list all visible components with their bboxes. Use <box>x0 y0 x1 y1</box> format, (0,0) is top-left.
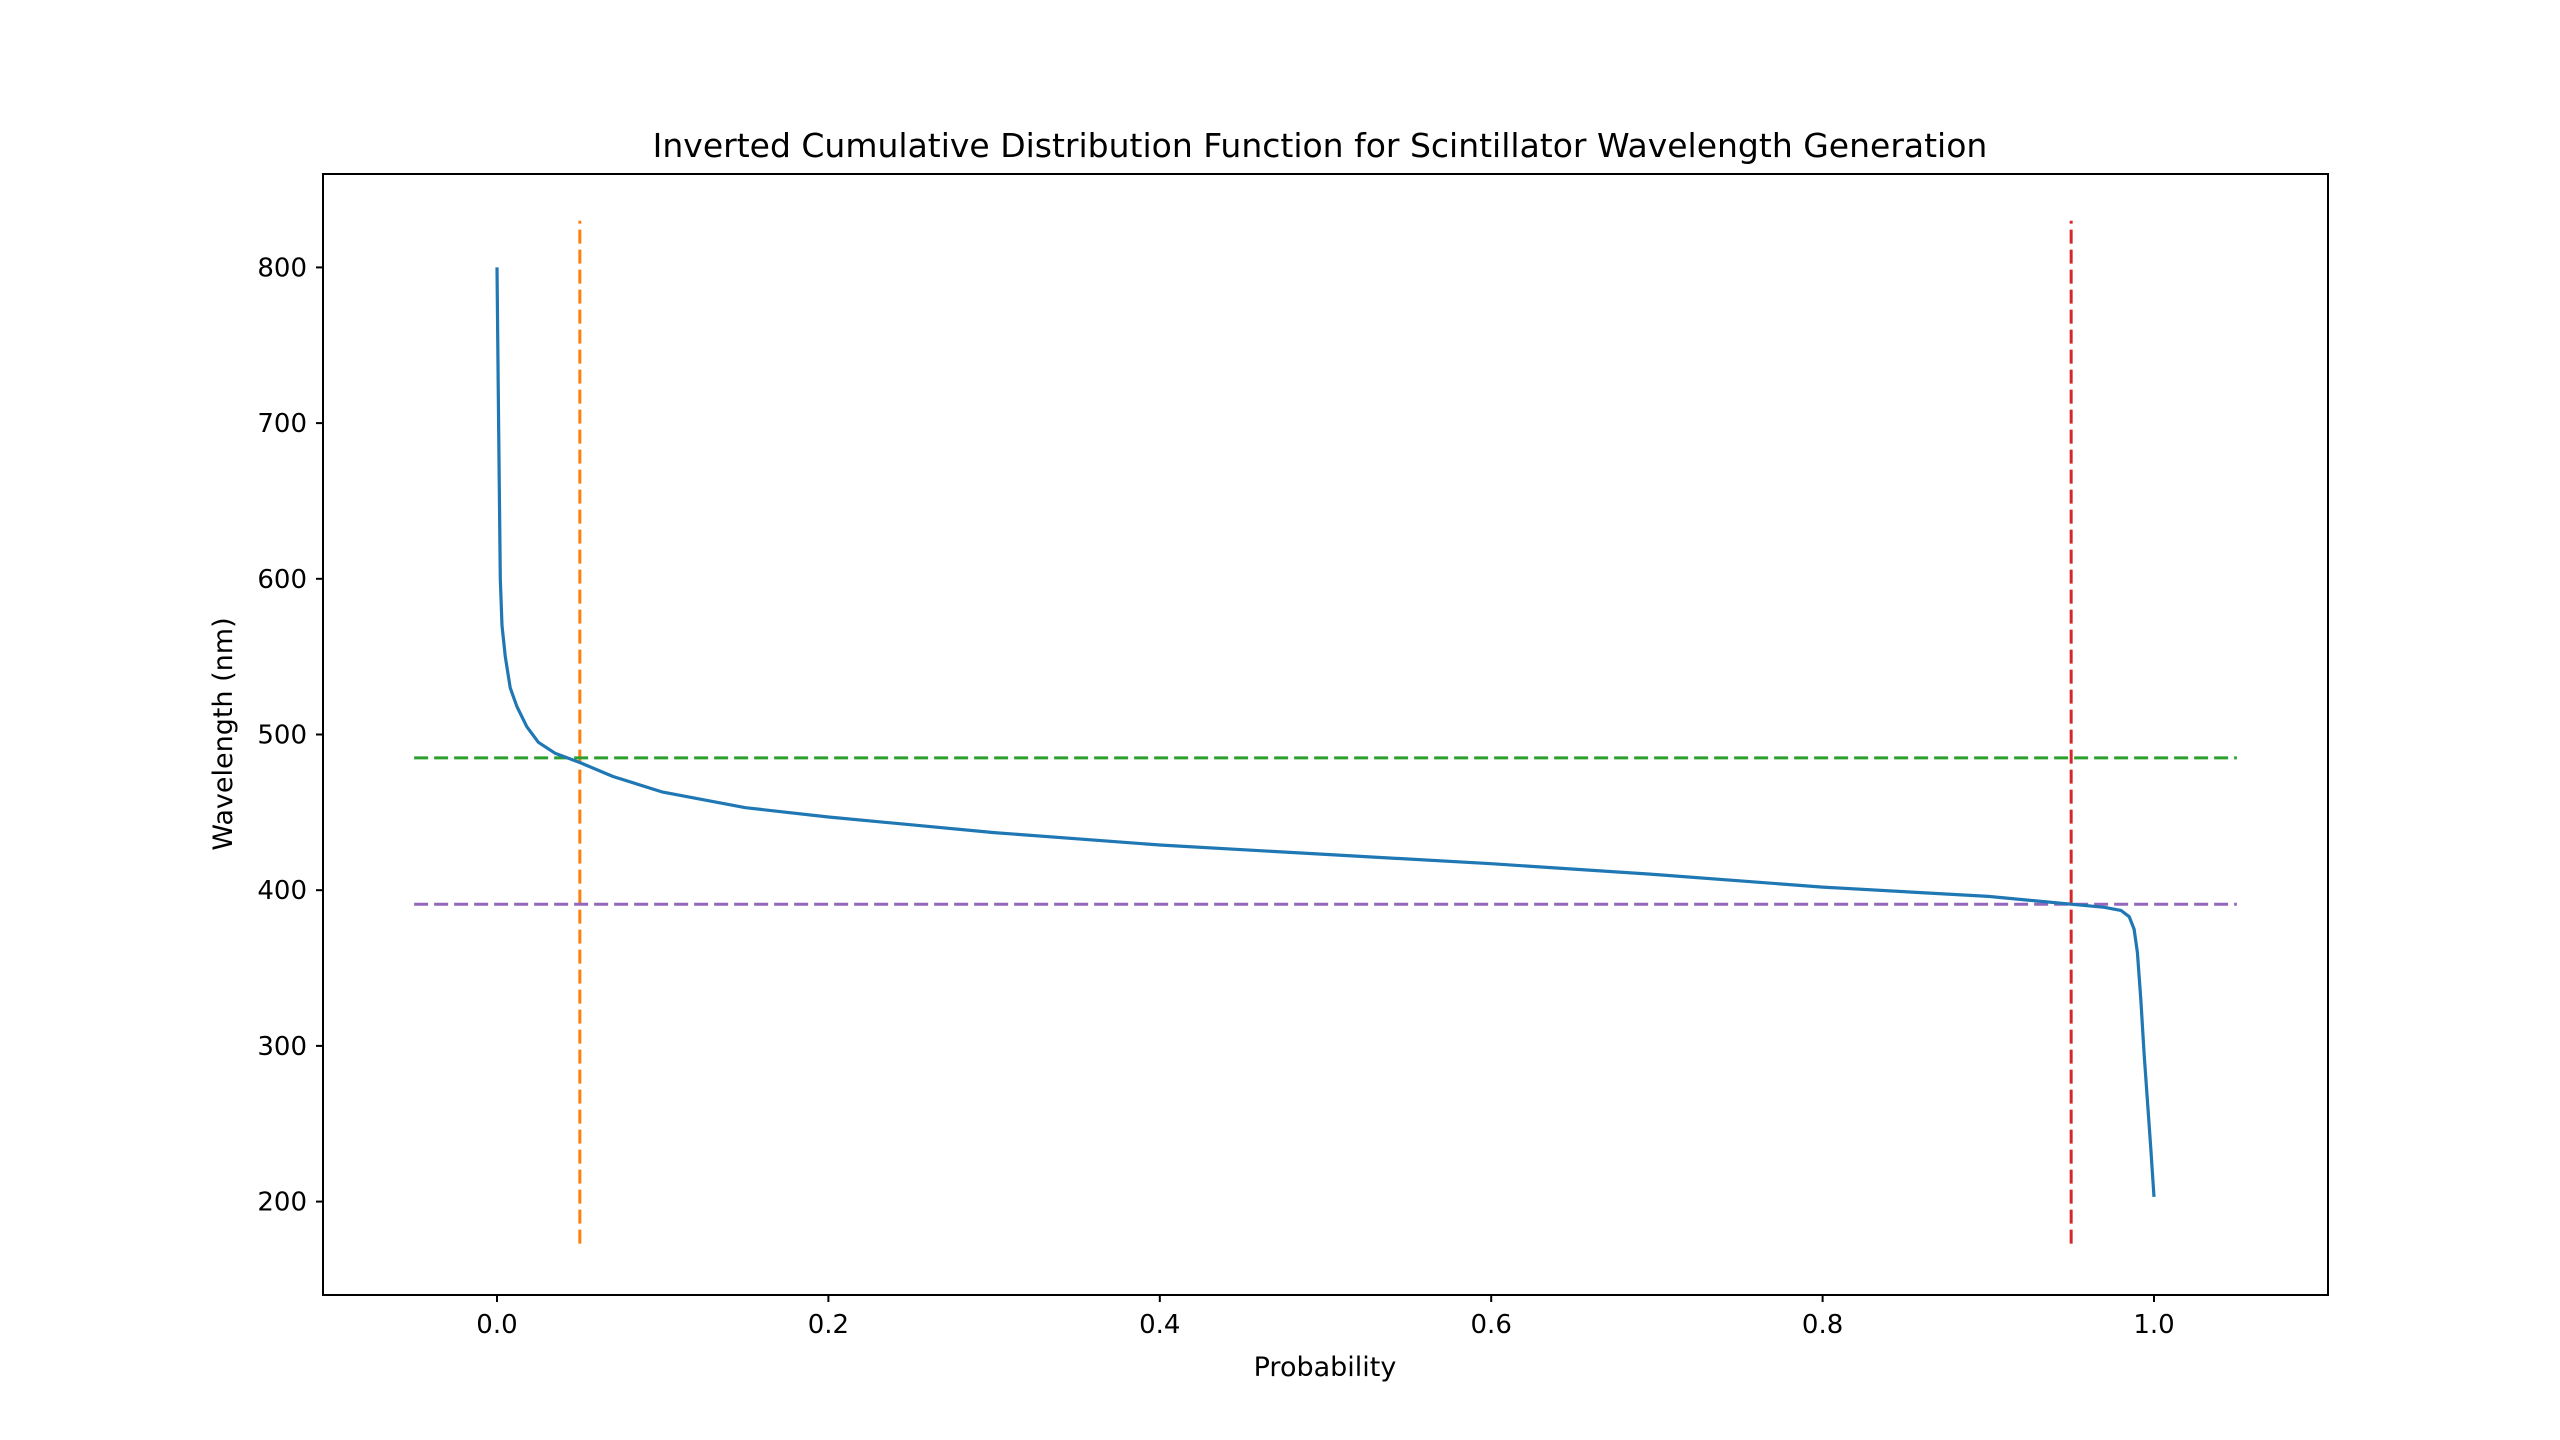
y-tick-label: 200 <box>257 1188 307 1218</box>
series-layer <box>495 267 2156 1198</box>
x-tick-label: 0.6 <box>1471 1310 1512 1340</box>
plot-area <box>414 220 2237 1244</box>
y-tick-label: 800 <box>257 253 307 283</box>
y-tick-label: 400 <box>257 876 307 906</box>
y-axis-ticks: 200 300 400 500 600 700 800 <box>257 253 323 1218</box>
chart-title: Inverted Cumulative Distribution Functio… <box>653 126 1988 165</box>
x-axis-label: Probability <box>1254 1352 1397 1383</box>
y-axis-label: Wavelength (nm) <box>208 617 239 850</box>
series-line-0 <box>495 267 2156 1198</box>
x-axis-ticks: 0.0 0.2 0.4 0.6 0.8 1.0 <box>476 1295 2175 1340</box>
x-tick-label: 0.4 <box>1139 1310 1180 1340</box>
x-tick-label: 0.2 <box>808 1310 849 1340</box>
y-tick-label: 600 <box>257 565 307 595</box>
y-tick-label: 500 <box>257 721 307 751</box>
y-tick-label: 300 <box>257 1032 307 1062</box>
x-tick-label: 0.8 <box>1802 1310 1843 1340</box>
y-tick-label: 700 <box>257 409 307 439</box>
x-tick-label: 1.0 <box>2133 1310 2174 1340</box>
reference-lines <box>414 220 2237 1244</box>
x-tick-label: 0.0 <box>476 1310 517 1340</box>
